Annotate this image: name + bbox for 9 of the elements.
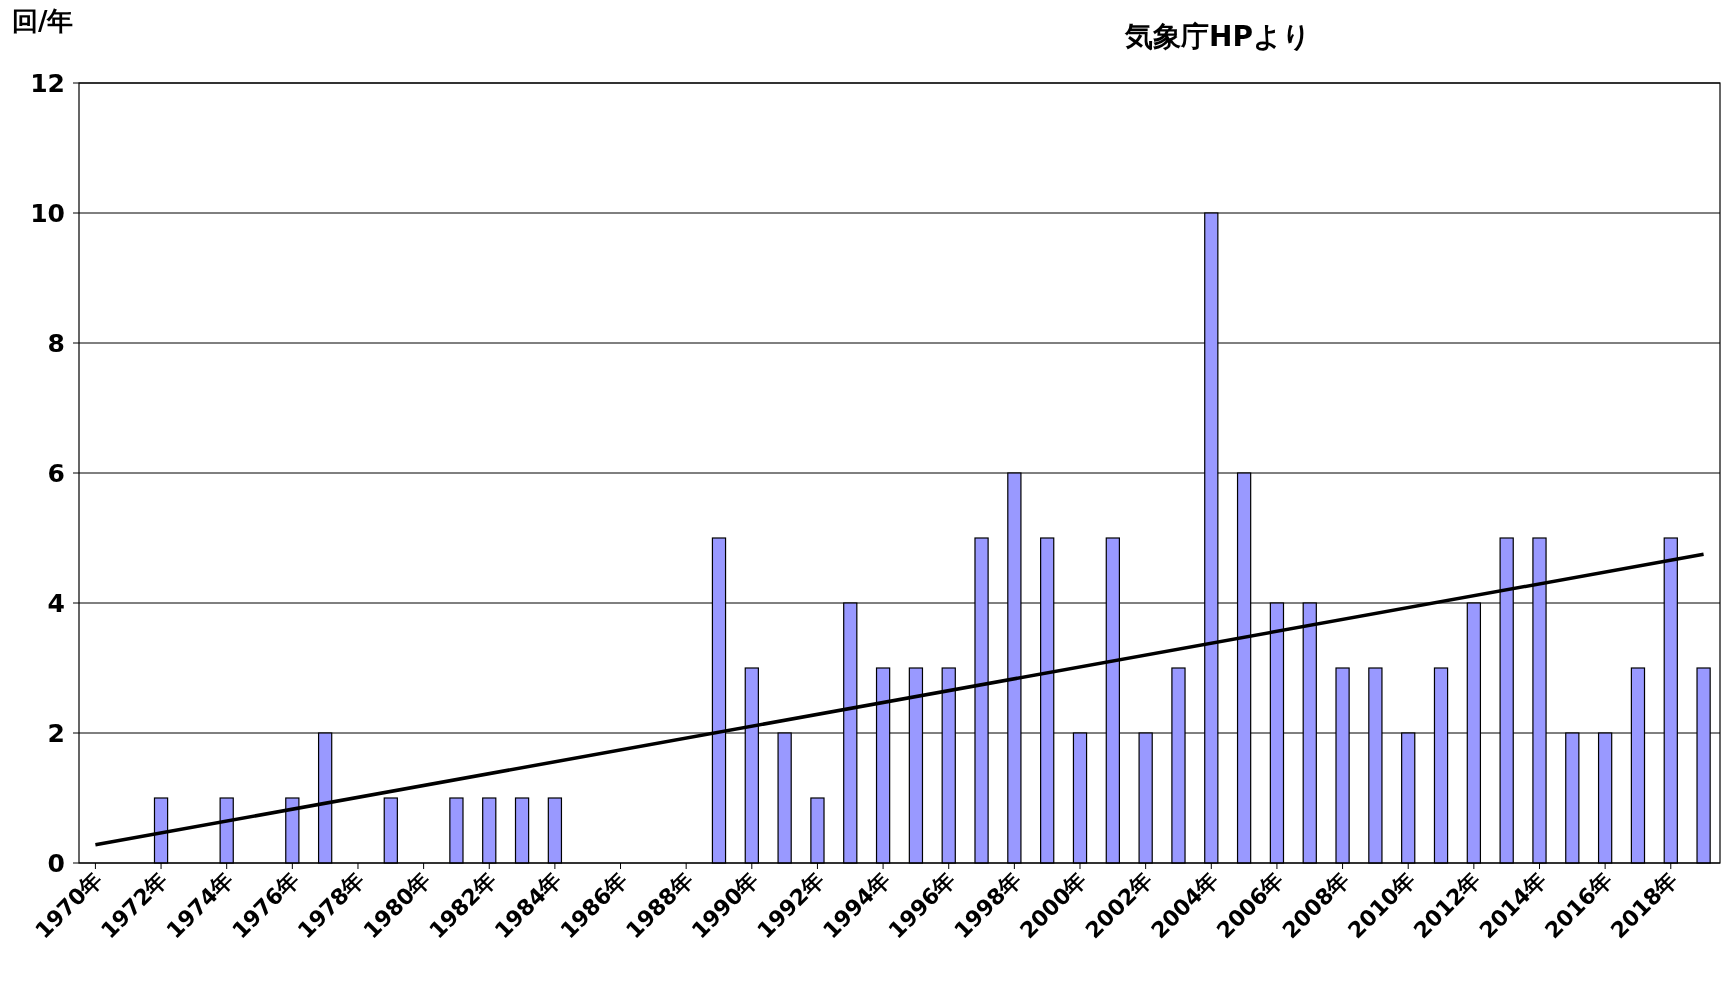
y-axis-title: 回/年 xyxy=(12,6,74,36)
y-tick-label: 2 xyxy=(47,719,65,748)
y-tick-label: 4 xyxy=(47,589,65,618)
text: 気象庁HPより xyxy=(1124,20,1311,53)
y-tick-label: 6 xyxy=(47,459,65,488)
y-tick-label: 10 xyxy=(30,199,65,228)
y-tick-label: 8 xyxy=(47,329,65,358)
y-tick-label: 12 xyxy=(30,69,65,98)
y-tick-label: 0 xyxy=(47,849,65,878)
